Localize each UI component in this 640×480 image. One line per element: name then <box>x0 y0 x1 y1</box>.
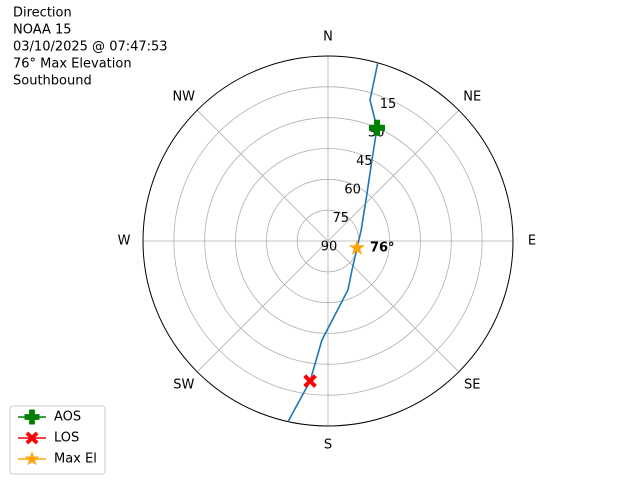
radial-tick-label: 75 <box>333 211 350 226</box>
angle-label: S <box>324 438 332 453</box>
marker <box>303 374 317 388</box>
radial-tick-label: 15 <box>380 97 397 112</box>
title-line: Southbound <box>13 74 92 89</box>
grid-spoke <box>327 240 460 373</box>
angle-label: SE <box>464 378 480 393</box>
title-line: NOAA 15 <box>13 23 72 38</box>
angle-label: W <box>118 234 131 249</box>
legend-label: LOS <box>54 431 79 446</box>
legend-marker <box>24 409 40 425</box>
legend-label: Max El <box>54 452 97 467</box>
angle-label: SW <box>173 378 194 393</box>
angle-label: N <box>323 30 333 45</box>
radial-tick-label: 60 <box>344 183 361 198</box>
legend-marker <box>25 431 39 445</box>
angle-label: NW <box>172 89 195 104</box>
grid-spoke <box>327 109 460 242</box>
annotation: 76° <box>370 241 395 256</box>
grid-spoke <box>196 240 329 373</box>
grid-spoke <box>196 109 329 242</box>
title-line: 76° Max Elevation <box>13 57 132 72</box>
marker <box>368 119 385 136</box>
marker <box>349 239 365 255</box>
angle-label: E <box>528 234 536 249</box>
radial-tick-label: 45 <box>356 154 373 169</box>
title-line: 03/10/2025 @ 07:47:53 <box>13 40 168 55</box>
legend-marker <box>24 451 40 466</box>
title-line: Direction <box>13 6 72 21</box>
polar-spine <box>142 55 514 427</box>
radial-tick-label: 90 <box>321 240 338 255</box>
legend-label: AOS <box>54 410 81 425</box>
angle-label: NE <box>463 89 481 104</box>
